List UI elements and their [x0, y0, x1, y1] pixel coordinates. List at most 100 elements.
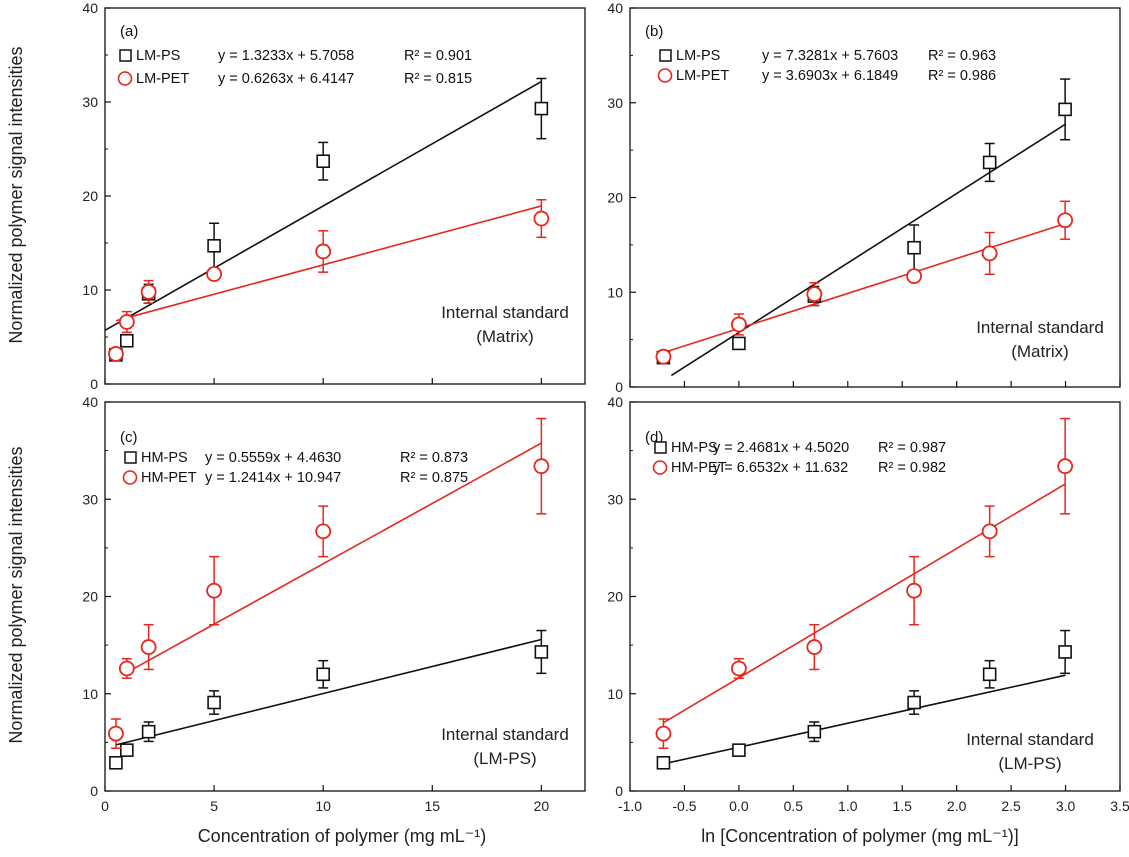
legend-series-name: HM-PS	[141, 450, 188, 466]
x-tick-label: 3.0	[1056, 798, 1076, 814]
legend-marker	[124, 451, 137, 464]
data-point-hm-ps	[109, 755, 123, 770]
y-tick-label: 20	[82, 188, 98, 204]
data-point-hm-ps	[141, 724, 156, 739]
data-point-hm-pet	[533, 458, 550, 475]
legend-marker	[657, 68, 673, 83]
x-axis-label-left: Concentration of polymer (mg mL⁻¹)	[198, 826, 487, 846]
x-tick-label: 20	[534, 798, 550, 814]
legend-series-name: LM-PET	[676, 68, 729, 84]
legend-r2: R² = 0.875	[400, 470, 468, 486]
panel-b: 0 10 20 30 40 (b) LM-PS y = 7.3281x + 5.7603 R² …	[607, 0, 1121, 395]
x-tick-label: 1.0	[838, 798, 858, 814]
data-point-lm-pet	[533, 210, 550, 227]
data-point-hm-pet	[108, 725, 124, 742]
legend-equation: y = 0.5559x + 4.4630	[205, 450, 341, 466]
internal-standard-note: Internal standard	[441, 725, 569, 744]
panel-c: 0 10 20 30 40 0 5 10 15 20 (c)HM-PS y = 0.5559x + 4…	[82, 394, 586, 814]
internal-standard-note: (Matrix)	[476, 327, 534, 346]
y-tick-label: 40	[607, 0, 623, 16]
y-tick-label: 0	[615, 783, 623, 799]
internal-standard-note: (Matrix)	[1011, 342, 1069, 361]
data-point-lm-pet	[118, 314, 135, 330]
data-point-lm-ps	[907, 240, 921, 255]
fit-line-hm-pet	[126, 442, 542, 674]
y-tick-label: 10	[82, 686, 98, 702]
data-point-hm-pet	[1057, 458, 1074, 475]
legend-marker	[122, 470, 138, 485]
legend-equation: y = 0.6263x + 6.4147	[218, 71, 354, 87]
fit-line-lm-ps	[670, 123, 1066, 377]
y-tick-label: 40	[607, 394, 623, 410]
panels-group: 0 10 20 30 40 (a) LM-PS y = 1.3233x + 5.7058 R² …	[82, 0, 1129, 814]
y-tick-label: 30	[607, 95, 623, 111]
legend-equation: y = 3.6903x + 6.1849	[762, 68, 898, 84]
data-point-hm-ps	[982, 667, 997, 682]
legend-r2: R² = 0.963	[928, 48, 996, 64]
legend-series-name: LM-PS	[676, 48, 720, 64]
panel-label: (b)	[645, 23, 663, 40]
data-point-lm-ps	[120, 333, 134, 348]
x-tick-label: 1.5	[892, 798, 912, 814]
y-tick-label: 0	[615, 379, 623, 395]
fit-line-lm-pet	[115, 205, 542, 322]
x-axis-label-right: ln [Concentration of polymer (mg mL⁻¹)]	[701, 826, 1019, 846]
data-point-hm-ps	[316, 667, 330, 682]
x-tick-label: 0	[101, 798, 109, 814]
legend-series-name: HM-PET	[141, 470, 197, 486]
legend-r2: R² = 0.982	[878, 460, 946, 476]
y-tick-label: 30	[82, 491, 98, 507]
x-tick-label: 5	[210, 798, 218, 814]
y-tick-label: 20	[82, 589, 98, 605]
legend-r2: R² = 0.815	[404, 71, 472, 87]
data-point-lm-pet	[981, 245, 998, 262]
data-point-lm-pet	[206, 266, 222, 282]
x-tick-label: 0.5	[784, 798, 804, 814]
legend-marker	[659, 49, 672, 62]
legend-series-name: LM-PET	[136, 71, 189, 87]
legend-marker	[117, 71, 133, 86]
data-point-hm-pet	[655, 725, 672, 742]
data-point-hm-pet	[906, 582, 922, 599]
panel-a: 0 10 20 30 40 (a) LM-PS y = 1.3233x + 5.7058 R² …	[82, 0, 586, 392]
fit-line-lm-pet	[663, 222, 1066, 354]
data-point-lm-pet	[655, 348, 672, 365]
legend-r2: R² = 0.986	[928, 68, 996, 84]
data-point-lm-pet	[140, 283, 157, 300]
x-tick-label: 0.0	[729, 798, 749, 814]
data-point-hm-ps	[534, 645, 549, 659]
data-point-hm-ps	[656, 755, 671, 770]
data-point-hm-ps	[907, 695, 921, 710]
y-tick-label: 20	[607, 589, 623, 605]
x-tick-label: 2.5	[1001, 798, 1021, 814]
data-point-hm-ps	[807, 724, 822, 739]
legend-marker	[654, 441, 667, 454]
internal-standard-note: (LM-PS)	[473, 749, 536, 768]
data-point-hm-ps	[207, 695, 221, 710]
data-point-lm-pet	[730, 316, 747, 333]
data-point-lm-pet	[315, 243, 332, 260]
data-point-hm-ps	[120, 743, 134, 757]
y-tick-label: 10	[607, 686, 623, 702]
data-point-hm-pet	[981, 523, 998, 540]
data-point-hm-ps	[1058, 645, 1072, 659]
fit-line-lm-ps	[104, 80, 542, 332]
y-tick-label: 20	[607, 190, 623, 206]
legend-equation: y = 7.3281x + 5.7603	[762, 48, 898, 64]
legend-equation: y = 1.3233x + 5.7058	[218, 48, 354, 64]
data-point-lm-pet	[906, 268, 922, 285]
data-point-lm-ps	[982, 155, 997, 170]
data-point-lm-ps	[534, 101, 549, 116]
x-tick-label: -1.0	[618, 798, 642, 814]
legend-marker	[119, 49, 132, 62]
y-tick-label: 40	[82, 0, 98, 16]
data-point-lm-pet	[1057, 212, 1074, 229]
panel-label: (a)	[120, 23, 138, 40]
legend-r2: R² = 0.873	[400, 450, 468, 466]
y-tick-label: 40	[82, 394, 98, 410]
data-point-hm-pet	[806, 639, 823, 655]
legend-marker	[652, 460, 668, 475]
legend-equation: y = 6.6532x + 11.632	[713, 460, 848, 476]
internal-standard-note: (LM-PS)	[998, 754, 1061, 773]
